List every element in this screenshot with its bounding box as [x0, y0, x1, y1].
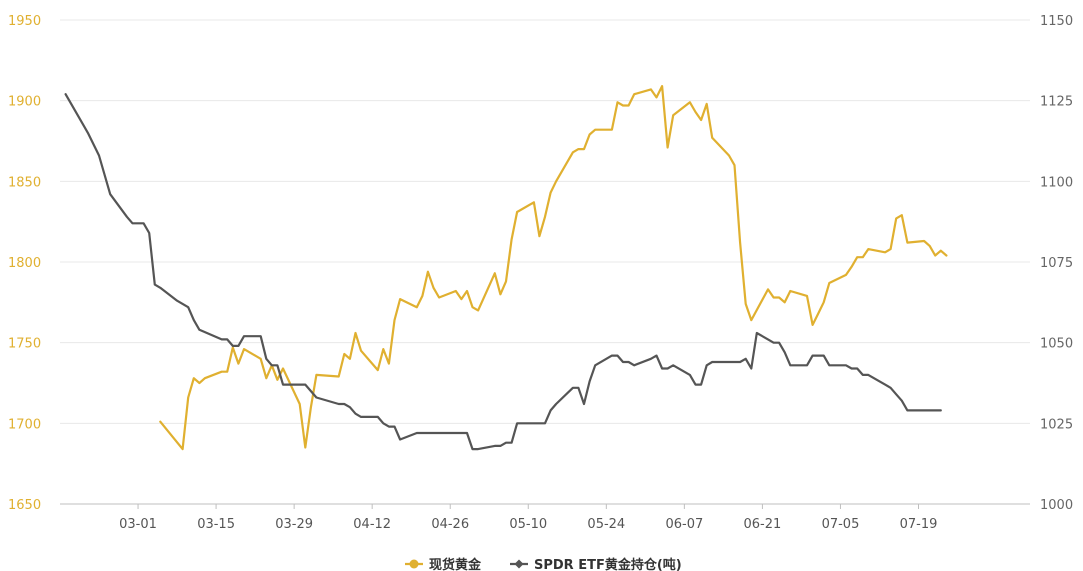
x-tick-label: 03-29 [275, 517, 313, 532]
spdr-holdings-line [64, 93, 942, 451]
legend[interactable]: 现货黄金 SPDR ETF黄金持仓(吨) [405, 557, 682, 571]
x-tick-label: 06-21 [744, 517, 782, 532]
right-axis-ticks: 1000 1025 1050 1075 1100 1125 1150 [1040, 14, 1073, 513]
left-tick-label: 1950 [8, 14, 41, 29]
left-tick-label: 1700 [8, 417, 41, 432]
right-tick-label: 1050 [1040, 337, 1073, 352]
left-axis-ticks: 1650 1700 1750 1800 1850 1900 1950 [8, 14, 41, 513]
legend-item-spot-gold[interactable]: 现货黄金 [405, 557, 482, 571]
series-lines [64, 85, 948, 451]
legend-marker-circle [409, 559, 419, 569]
x-tick-label: 04-12 [353, 517, 391, 532]
right-tick-label: 1025 [1040, 417, 1073, 432]
right-tick-label: 1125 [1040, 95, 1073, 110]
x-tick-label: 07-05 [822, 517, 860, 532]
gridlines [60, 19, 1030, 505]
left-tick-label: 1650 [8, 498, 41, 513]
legend-label: SPDR ETF黄金持仓(吨) [534, 557, 682, 571]
right-tick-label: 1000 [1040, 498, 1073, 513]
x-tick-label: 04-26 [431, 517, 469, 532]
legend-marker-diamond [514, 559, 524, 569]
x-tick-label: 05-24 [587, 517, 625, 532]
legend-label: 现货黄金 [429, 557, 482, 571]
legend-item-spdr-holdings[interactable]: SPDR ETF黄金持仓(吨) [510, 557, 682, 571]
left-tick-label: 1800 [8, 256, 41, 271]
left-tick-label: 1850 [8, 175, 41, 190]
x-tick-label: 05-10 [509, 517, 547, 532]
spot-gold-line [159, 85, 948, 451]
right-tick-label: 1075 [1040, 256, 1073, 271]
x-tick-label: 06-07 [665, 517, 703, 532]
right-tick-label: 1150 [1040, 14, 1073, 29]
x-tick-label: 07-19 [900, 517, 938, 532]
x-tick-label: 03-15 [197, 517, 235, 532]
left-tick-label: 1750 [8, 337, 41, 352]
left-tick-label: 1900 [8, 95, 41, 110]
x-tick-label: 03-01 [119, 517, 157, 532]
right-tick-label: 1100 [1040, 175, 1073, 190]
x-axis-ticks: 03-01 03-15 03-29 04-12 04-26 05-10 05-24 06-07… [119, 504, 937, 532]
